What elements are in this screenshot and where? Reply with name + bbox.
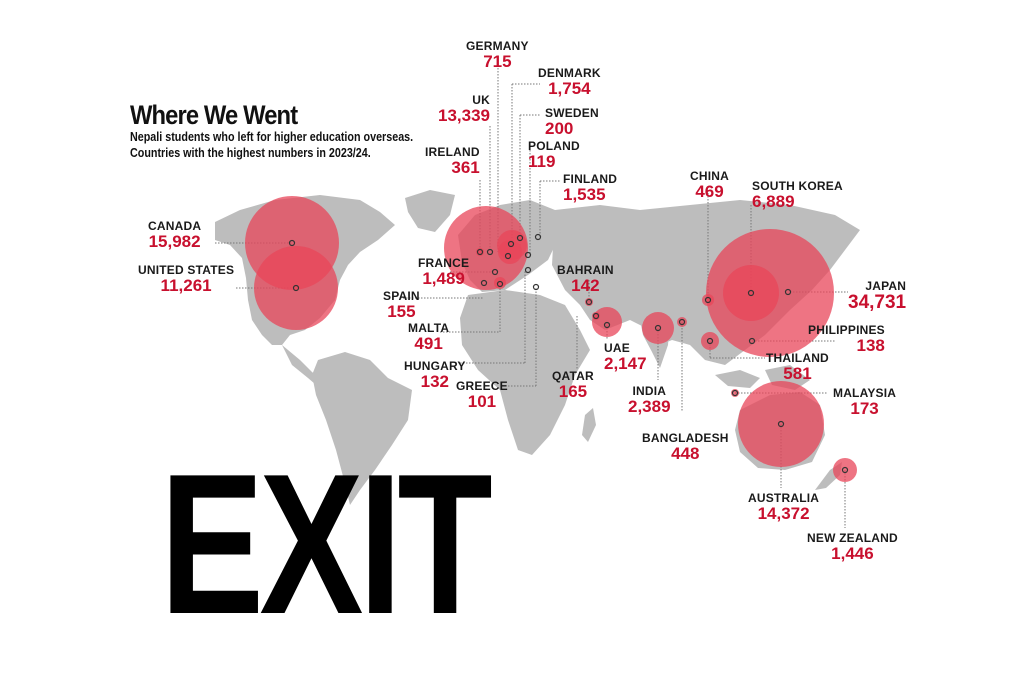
bubble-new-zealand: [833, 458, 857, 482]
label-japan: JAPAN 34,731: [848, 279, 907, 313]
label-germany: GERMANY 715: [466, 39, 529, 71]
markers: [288, 233, 849, 474]
label-malaysia: MALAYSIA 173: [833, 386, 897, 418]
chart-subtitle: Nepali students who left for higher educ…: [130, 130, 414, 160]
label-denmark: DENMARK 1,754: [538, 66, 601, 98]
bubble-india: [642, 312, 674, 344]
label-ireland: IRELAND 361: [425, 145, 480, 177]
label-greece: GREECE 101: [456, 379, 508, 411]
label-france: FRANCE 1,489: [418, 256, 470, 288]
bubble-bangladesh: [677, 317, 687, 327]
bubble-germany: [498, 240, 522, 264]
label-australia: AUSTRALIA 14,372: [748, 491, 820, 523]
bubble-south-korea: [723, 265, 779, 321]
label-malta: MALTA 491: [408, 321, 450, 353]
label-thailand: THAILAND 581: [766, 351, 829, 383]
bubble-thailand: [701, 332, 719, 350]
label-bangladesh: BANGLADESH 448: [642, 431, 729, 463]
label-uk: UK 13,339: [438, 93, 490, 125]
label-united-states: UNITED STATES 11,261: [138, 263, 235, 295]
bubble-australia: [738, 381, 824, 467]
label-qatar: QATAR 165: [552, 369, 594, 401]
label-spain: SPAIN 155: [383, 289, 420, 321]
label-canada: CANADA 15,982: [148, 219, 202, 251]
label-hungary: HUNGARY 132: [404, 359, 466, 391]
label-bahrain: BAHRAIN 142: [557, 263, 614, 295]
bubble-uk: [444, 206, 528, 290]
bubble-malta: [494, 277, 506, 289]
chart-title: Where We Went: [130, 100, 298, 130]
label-philippines: PHILIPPINES 138: [808, 323, 885, 355]
exit-headline: EXIT: [160, 433, 493, 656]
label-south-korea: SOUTH KOREA 6,889: [752, 179, 843, 211]
label-new-zealand: NEW ZEALAND 1,446: [807, 531, 898, 563]
bubble-united-states: [254, 246, 338, 330]
label-sweden: SWEDEN 200: [545, 106, 599, 138]
label-poland: POLAND 119: [528, 139, 580, 171]
bubble-china: [702, 294, 714, 306]
label-uae: UAE 2,147: [604, 341, 647, 373]
label-india: INDIA 2,389: [628, 384, 671, 416]
label-finland: FINLAND 1,535: [563, 172, 618, 204]
label-china: CHINA 469: [690, 169, 729, 201]
